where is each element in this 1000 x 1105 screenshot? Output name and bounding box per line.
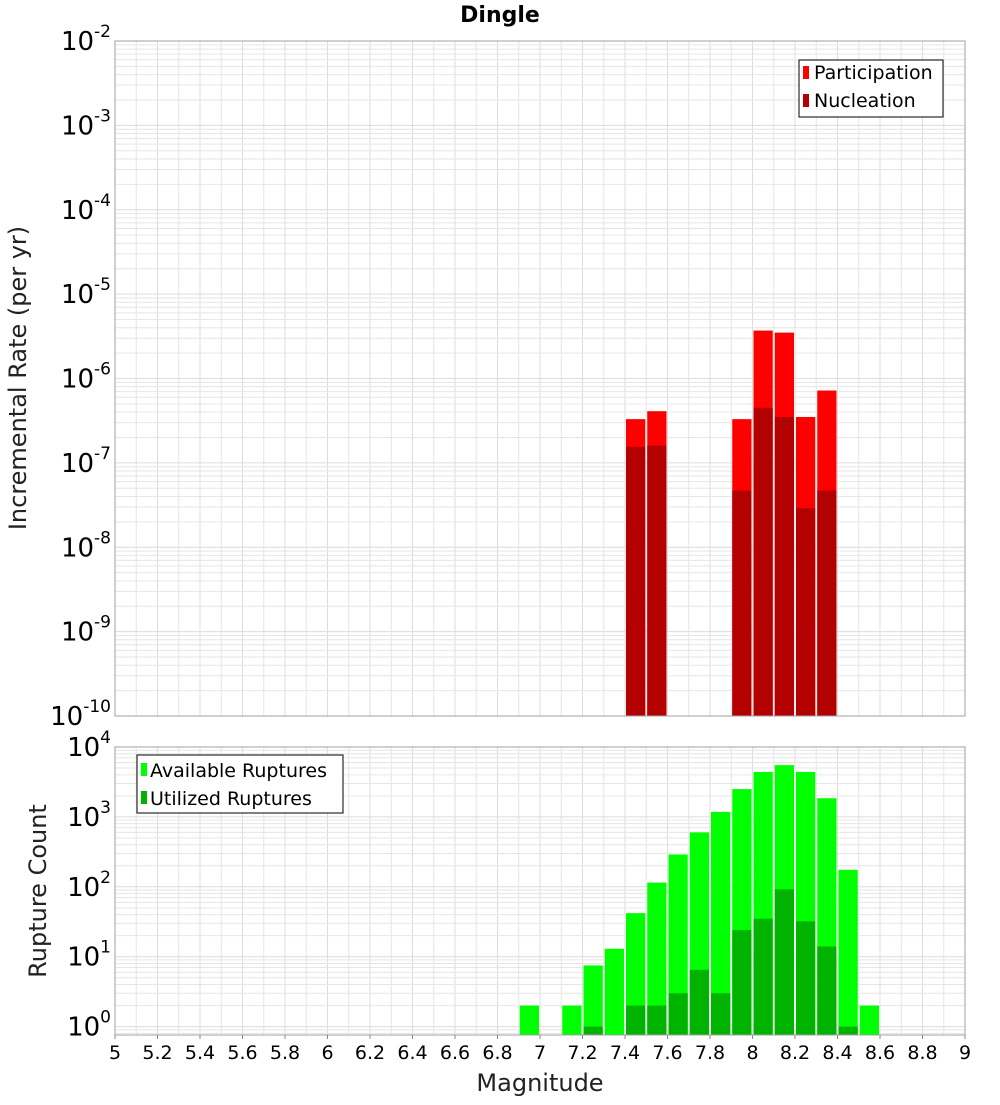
x-tick-label: 6.6	[440, 1042, 470, 1064]
count-legend: Available Ruptures Utilized Ruptures	[136, 754, 344, 814]
participation-legend-label: Participation	[814, 62, 933, 84]
rate-y-tick-label: 10-6	[61, 360, 111, 395]
count-y-tick-label: 103	[67, 798, 111, 833]
utilized-bar	[689, 969, 709, 1035]
count-y-tick-label: 104	[67, 728, 111, 763]
available-bar	[583, 965, 603, 1035]
x-tick-label: 8.6	[865, 1042, 895, 1064]
utilized-bar	[753, 918, 773, 1035]
x-tick-label: 5.4	[185, 1042, 215, 1064]
rate-y-tick-label: 10-10	[50, 697, 111, 732]
count-plot-y-ticks: 104 103 102 101 100	[67, 728, 111, 1043]
rate-plot-bars	[626, 330, 837, 716]
rate-y-tick-label: 10-8	[61, 528, 111, 563]
x-tick-label: 5.6	[227, 1042, 257, 1064]
x-tick-label: 8.2	[780, 1042, 810, 1064]
available-legend-label: Available Ruptures	[150, 760, 327, 782]
rate-y-tick-label: 10-7	[61, 444, 111, 479]
rate-legend: Participation Nucleation	[798, 59, 944, 118]
utilized-bar	[796, 921, 816, 1035]
rate-y-tick-label: 10-2	[61, 22, 111, 57]
utilized-bar	[583, 1026, 603, 1035]
x-tick-label: 8.8	[907, 1042, 937, 1064]
x-tick-label: 5.8	[270, 1042, 300, 1064]
count-y-tick-label: 101	[67, 938, 111, 973]
nucleation-bar	[817, 490, 837, 716]
rate-plot-y-ticks: 10-2 10-3 10-4 10-5 10-6 10-7 10-8 10-9 10-10	[50, 22, 111, 732]
available-bar	[604, 948, 624, 1035]
count-y-tick-label: 102	[67, 868, 111, 903]
nucleation-legend-label: Nucleation	[814, 90, 916, 112]
nucleation-bar	[796, 508, 816, 716]
participation-legend-swatch	[803, 66, 809, 79]
available-bar	[838, 869, 858, 1035]
x-tick-label: 6.2	[355, 1042, 385, 1064]
x-tick-label: 5.2	[142, 1042, 172, 1064]
count-y-tick-label: 100	[67, 1008, 111, 1043]
nucleation-bar	[774, 416, 794, 716]
rate-y-tick-label: 10-3	[61, 106, 111, 141]
x-axis-label: Magnitude	[476, 1069, 603, 1097]
x-tick-label: 6.8	[482, 1042, 512, 1064]
available-bar	[519, 1005, 539, 1035]
available-bar	[711, 811, 731, 1035]
utilized-bar	[668, 993, 688, 1035]
rate-plot-panel: 10-2 10-3 10-4 10-5 10-6 10-7 10-8 10-9 10-10 In…	[4, 22, 966, 732]
x-tick-label: 7.4	[610, 1042, 640, 1064]
available-legend-swatch	[141, 763, 147, 776]
nucleation-legend-swatch	[803, 94, 809, 107]
x-tick-label: 6	[321, 1042, 333, 1064]
utilized-legend-swatch	[141, 791, 147, 804]
x-tick-label: 9	[959, 1042, 971, 1064]
rate-plot-grid	[114, 41, 966, 717]
utilized-bar	[647, 1005, 667, 1035]
x-tick-label: 8	[746, 1042, 758, 1064]
utilized-legend-label: Utilized Ruptures	[150, 788, 312, 810]
x-tick-label: 7	[534, 1042, 546, 1064]
available-bar	[859, 1005, 879, 1035]
count-legend-box	[136, 754, 344, 814]
available-bar	[647, 882, 667, 1035]
nucleation-bar	[753, 407, 773, 716]
utilized-bar	[817, 946, 837, 1035]
rate-legend-box	[798, 59, 944, 118]
rate-y-tick-label: 10-5	[61, 275, 111, 310]
utilized-bar	[838, 1026, 858, 1035]
nucleation-bar	[626, 446, 646, 716]
utilized-bar	[774, 889, 794, 1035]
count-plot-x-ticks: 5 5.2 5.4 5.6 5.8 6 6.2 6.4 6.6 6.8 7 7.2 7.4 7.6 7.8 8…	[109, 1035, 971, 1064]
available-bar	[626, 913, 646, 1035]
x-tick-label: 5	[109, 1042, 121, 1064]
rate-y-tick-label: 10-4	[61, 191, 111, 226]
utilized-bar	[626, 1005, 646, 1035]
x-tick-label: 6.4	[397, 1042, 427, 1064]
utilized-bar	[732, 930, 752, 1035]
count-plot-bars	[519, 765, 879, 1035]
rate-y-tick-label: 10-9	[61, 613, 111, 648]
nucleation-bar	[647, 445, 667, 716]
rate-y-axis-label: Incremental Rate (per yr)	[4, 226, 32, 530]
utilized-bar	[711, 993, 731, 1035]
count-y-axis-label: Rupture Count	[24, 804, 52, 978]
x-tick-label: 8.4	[822, 1042, 852, 1064]
x-tick-label: 7.8	[695, 1042, 725, 1064]
rate-plot-frame	[114, 40, 966, 717]
x-tick-label: 7.2	[567, 1042, 597, 1064]
chart-title: Dingle	[460, 3, 540, 28]
count-plot-panel: 104 103 102 101 100 5 5.2 5.4 5.6 5.8 6 6.2 6.4 6.6 6…	[24, 728, 971, 1097]
x-tick-label: 7.6	[652, 1042, 682, 1064]
available-bar	[562, 1005, 582, 1035]
nucleation-bar	[732, 490, 752, 716]
available-bar	[668, 854, 688, 1035]
